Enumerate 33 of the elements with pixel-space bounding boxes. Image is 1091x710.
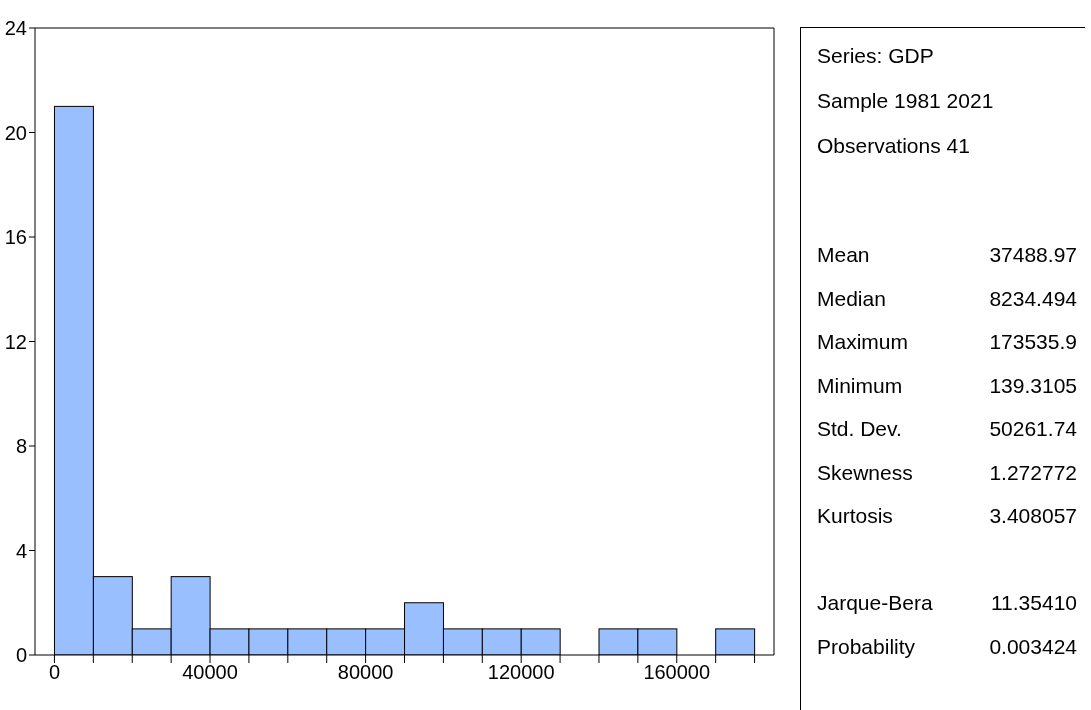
y-tick-label: 20 bbox=[4, 121, 27, 144]
category-label: Jarque-Bera bbox=[817, 590, 933, 616]
text: 0.003424 bbox=[989, 634, 1077, 658]
text: Sample 1981 2021 bbox=[817, 88, 995, 114]
category-label: Skewness bbox=[817, 459, 913, 486]
y-tick-label: 8 bbox=[15, 435, 27, 458]
y-tick-label: 12 bbox=[4, 330, 27, 353]
text: 11.35410 bbox=[990, 591, 1077, 614]
y-tick-label: 4 bbox=[15, 539, 27, 562]
y-tick-label: 24 bbox=[4, 17, 27, 40]
text: 37488.97 bbox=[989, 243, 1077, 266]
x-tick-label: 0 bbox=[48, 661, 61, 684]
text: 3.408057 bbox=[989, 504, 1077, 527]
x-tick-label: 40000 bbox=[182, 661, 238, 684]
text: 139.3105 bbox=[989, 373, 1077, 397]
category-label: Probability bbox=[817, 633, 916, 660]
text: 50261.74 bbox=[989, 417, 1077, 440]
x-tick-label: 120000 bbox=[487, 661, 555, 684]
y-tick-label: 0 bbox=[15, 644, 27, 667]
x-tick-label: 160000 bbox=[643, 661, 711, 684]
y-tick-label: 16 bbox=[4, 226, 27, 249]
category-label: Mean bbox=[817, 242, 870, 268]
category-label: Std. Dev. bbox=[817, 416, 902, 442]
text: Observations 41 bbox=[817, 133, 971, 159]
category-label: Kurtosis bbox=[817, 503, 893, 529]
text: 173535.9 bbox=[989, 330, 1077, 353]
text: 1.272772 bbox=[989, 460, 1077, 484]
text: 8234.494 bbox=[989, 286, 1077, 310]
text: Series: GDP bbox=[817, 43, 935, 69]
category-label: Minimum bbox=[817, 372, 903, 399]
x-tick-label: 80000 bbox=[337, 661, 394, 684]
category-label: Median bbox=[817, 285, 886, 312]
category-label: Maximum bbox=[817, 329, 909, 355]
